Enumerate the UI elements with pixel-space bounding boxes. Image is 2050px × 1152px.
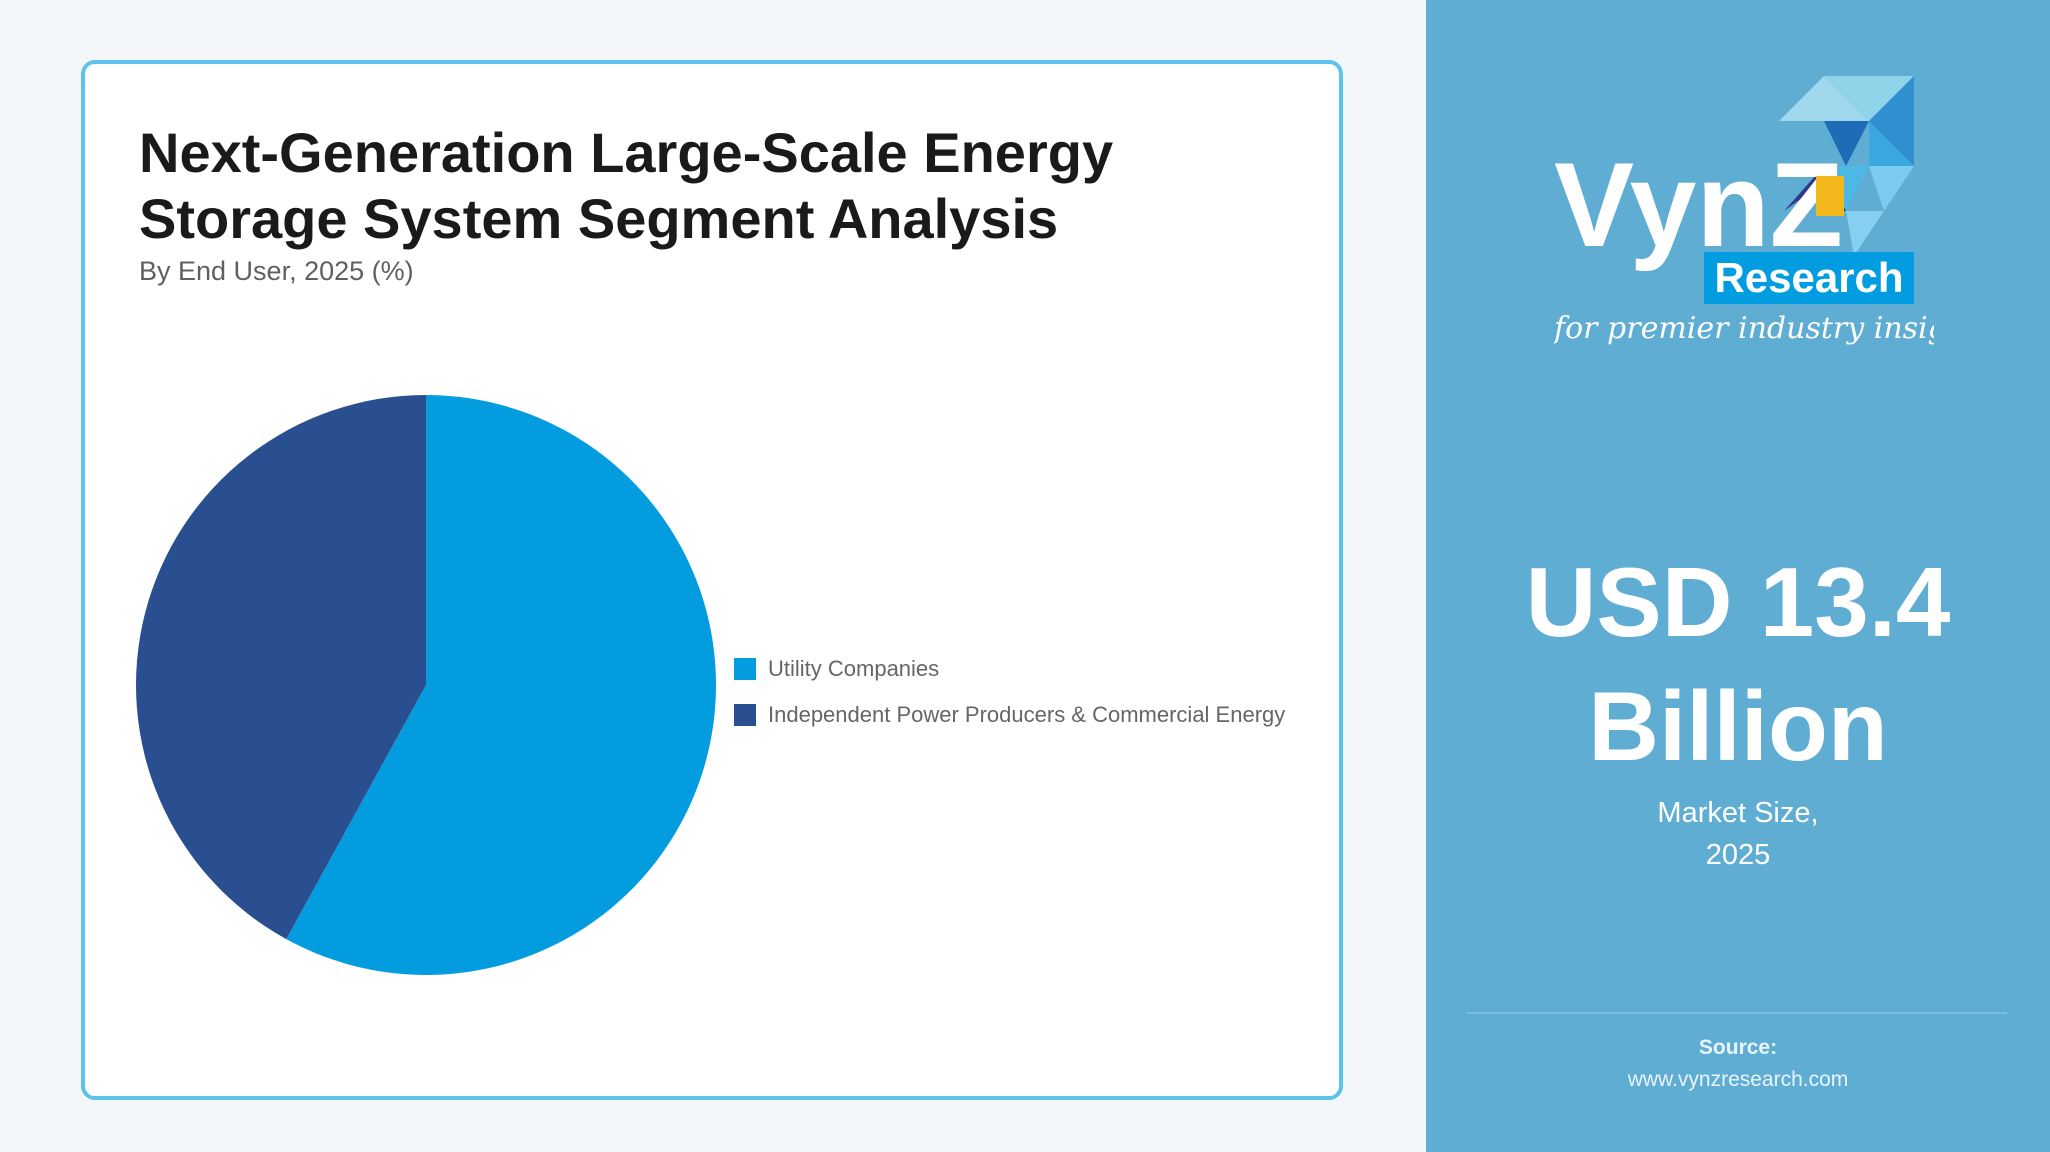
chart-subtitle: By End User, 2025 (%): [139, 256, 414, 286]
caption-year: 2025: [1705, 839, 1771, 871]
vynz-research-logo: VynZ Research for premier industry insig…: [1554, 76, 1934, 346]
legend-item-utility[interactable]: Utility Companies: [734, 646, 1285, 692]
logo-sub: Research: [1714, 254, 1903, 301]
source-label: Source:: [1698, 1036, 1778, 1059]
summary-panel: VynZ Research for premier industry insig…: [1426, 0, 2050, 1152]
legend-item-ipp[interactable]: Independent Power Producers & Commercial…: [734, 692, 1285, 738]
market-value: USD 13.4 Billion: [1426, 540, 2050, 788]
chart-title: Next-Generation Large-Scale Energy Stora…: [139, 121, 1114, 250]
chart-card: Next-Generation Large-Scale Energy Stora…: [81, 60, 1343, 1100]
divider: [1467, 1012, 2007, 1014]
legend-label: Utility Companies: [768, 656, 940, 681]
logo-brand: VynZ: [1554, 138, 1843, 272]
market-value-amount: USD 13.4: [1525, 547, 1951, 657]
pie-slice-utility[interactable]: [286, 395, 716, 975]
legend-label: Independent Power Producers & Commercial…: [768, 702, 1286, 727]
chart-legend: Utility Companies Independent Power Prod…: [734, 646, 1285, 738]
pie-chart: [135, 395, 716, 975]
market-caption: Market Size, 2025: [1426, 792, 2050, 876]
market-value-unit: Billion: [1588, 671, 1888, 781]
source-link[interactable]: www.vynzresearch.com: [1627, 1068, 1849, 1091]
legend-swatch-utility: [734, 658, 756, 680]
caption-line: Market Size,: [1657, 797, 1819, 829]
pie-slice-ipp[interactable]: [135, 395, 426, 940]
legend-swatch-ipp: [734, 704, 756, 726]
logo-tagline: for premier industry insights: [1554, 311, 1934, 346]
